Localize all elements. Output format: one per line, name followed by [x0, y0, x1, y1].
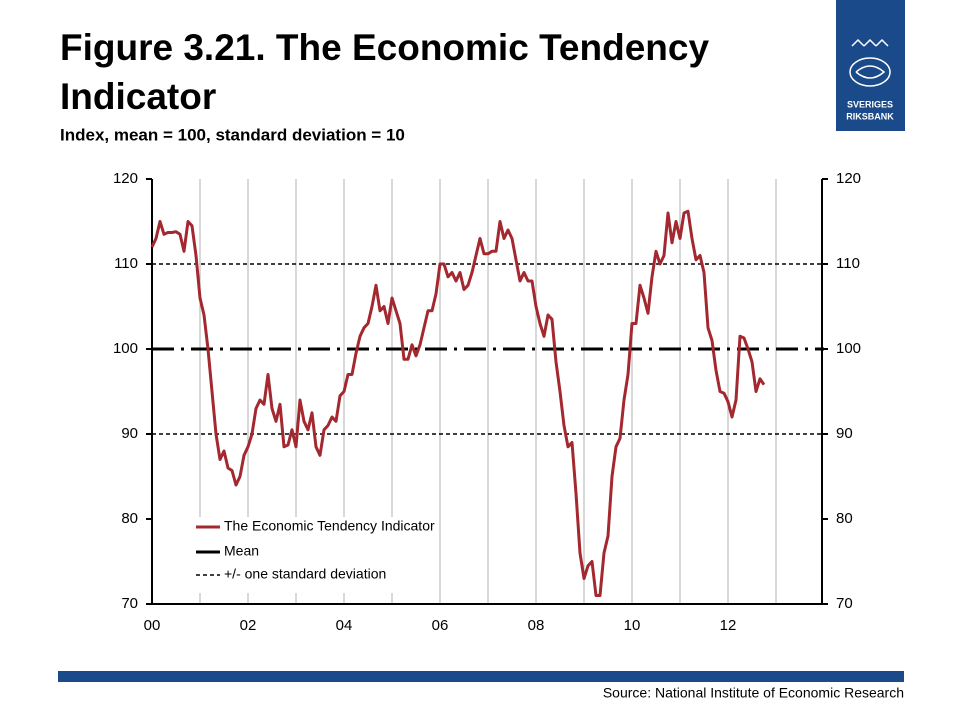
y-tick-label: 80: [121, 510, 138, 527]
y2-tick-label: 120: [836, 170, 861, 187]
legend-label: Mean: [224, 543, 259, 559]
title: Indicator: [60, 76, 216, 117]
series-line: [150, 209, 766, 597]
legend-label: +/- one standard deviation: [224, 566, 386, 582]
subtitle: Index, mean = 100, standard deviation = …: [60, 125, 405, 144]
y2-tick-label: 100: [836, 340, 861, 357]
logo-emblem: [849, 38, 891, 87]
y2-tick-label: 110: [836, 255, 860, 272]
x-tick-label: 12: [720, 617, 737, 634]
legend-bg: [192, 517, 432, 593]
source: Source: National Institute of Economic R…: [603, 685, 904, 701]
plot: 00 02 04 06 08 10 12 70 70 80 80 90 90 100 100 110 110 12…: [113, 170, 861, 634]
y-tick-label: 70: [121, 595, 138, 612]
x-tick-label: 00: [144, 617, 161, 634]
x-tick-label: 04: [336, 617, 353, 634]
logo-text: RIKSBANK: [846, 111, 894, 121]
y-tick-label: 100: [113, 340, 138, 357]
x-tick-label: 08: [528, 617, 545, 634]
y-tick-label: 110: [114, 255, 138, 272]
footer-bar: [58, 671, 904, 682]
x-tick-label: 02: [240, 617, 257, 634]
x-tick-label: 06: [432, 617, 449, 634]
y2-tick-label: 90: [836, 425, 853, 442]
x-tick-label: 10: [624, 617, 641, 634]
y2-tick-label: 80: [836, 510, 853, 527]
y-tick-label: 120: [113, 170, 138, 187]
y-tick-label: 90: [121, 425, 138, 442]
y2-tick-label: 70: [836, 595, 853, 612]
title: Figure 3.21. The Economic Tendency: [60, 27, 709, 68]
logo-text: SVERIGES: [847, 99, 893, 109]
legend-label: The Economic Tendency Indicator: [224, 518, 435, 534]
